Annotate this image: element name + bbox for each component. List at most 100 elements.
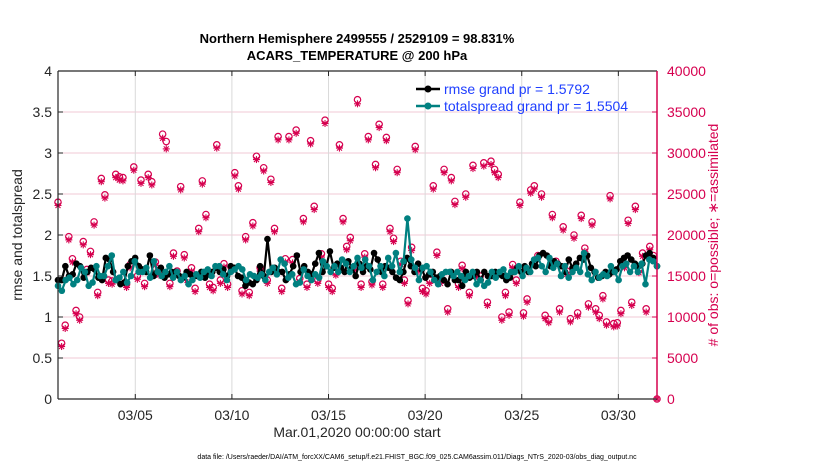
series-rmse-point: [293, 252, 301, 259]
obs-assimilated-point: [133, 275, 141, 283]
series-rmse-point: [341, 268, 348, 276]
obs-assimilated-point: [523, 298, 531, 306]
obs-assimilated-point: [628, 302, 636, 310]
series-totalspread-point: [377, 262, 384, 270]
series-rmse-point: [532, 262, 540, 270]
obs-assimilated-point: [433, 252, 441, 259]
obs-assimilated-point: [310, 206, 318, 214]
series-totalspread-point: [396, 268, 404, 276]
obs-assimilated-point: [599, 295, 607, 303]
chart-title: Northern Hemisphere 2499555 / 2529109 = …: [200, 31, 515, 46]
y-tick-label-right: 15000: [667, 268, 706, 284]
series-totalspread-point: [622, 260, 630, 268]
obs-assimilated-point: [260, 167, 268, 175]
series-totalspread-point: [592, 268, 599, 276]
series-totalspread-point: [131, 257, 139, 265]
series-rmse-point: [352, 272, 359, 280]
series-totalspread-point: [308, 276, 315, 284]
series-totalspread-point: [208, 272, 215, 280]
y-tick-label-right: 0: [667, 391, 675, 407]
series-totalspread-point: [327, 268, 334, 276]
series-rmse-point: [565, 256, 573, 263]
obs-assimilated-point: [400, 279, 408, 287]
y-tick-label-left: 2: [44, 227, 52, 243]
obs-assimilated-point: [440, 169, 448, 177]
series-totalspread-point: [484, 279, 492, 286]
series-totalspread-point: [611, 268, 619, 276]
series-totalspread-point: [519, 272, 526, 280]
obs-assimilated-point: [65, 236, 73, 244]
series-totalspread-point: [100, 272, 108, 280]
obs-assimilated-point: [375, 124, 383, 132]
obs-assimilated-point: [123, 283, 131, 291]
series-totalspread-point: [342, 260, 350, 268]
series-totalspread-point: [373, 268, 380, 276]
series-totalspread-point: [649, 257, 657, 265]
y-tick-label-right: 20000: [667, 227, 706, 243]
series-totalspread-point: [81, 268, 89, 276]
obs-assimilated-point: [548, 214, 556, 222]
legend-totalspread-marker: [424, 102, 432, 110]
series-totalspread-point: [123, 279, 131, 286]
obs-assimilated-point: [249, 222, 257, 230]
obs-assimilated-point: [101, 194, 109, 202]
series-totalspread-point: [258, 271, 265, 278]
chart-subtitle: ACARS_TEMPERATURE @ 200 hPa: [247, 48, 468, 63]
obs-assimilated-point: [519, 312, 527, 320]
obs-assimilated-point: [213, 144, 221, 152]
obs-assimilated-point: [224, 283, 232, 291]
x-tick-label: 03/05: [118, 407, 153, 423]
series-rmse-point: [370, 249, 378, 257]
obs-assimilated-point: [195, 228, 203, 236]
series-totalspread-point: [288, 271, 296, 278]
y-tick-label-right: 10000: [667, 309, 706, 325]
series-rmse-point: [256, 262, 264, 270]
series-totalspread-point: [561, 262, 569, 270]
obs-assimilated-point: [285, 136, 293, 144]
series-rmse-point: [389, 268, 396, 276]
obs-assimilated-point: [144, 174, 152, 182]
obs-assimilated-point: [278, 288, 286, 296]
obs-assimilated-point: [141, 283, 149, 291]
obs-assimilated-point: [321, 119, 329, 127]
series-totalspread-point: [381, 272, 388, 280]
series-totalspread-point: [411, 264, 419, 272]
series-totalspread-point: [146, 274, 154, 281]
series-totalspread-point: [638, 260, 645, 268]
series-totalspread-point: [542, 268, 549, 276]
obs-assimilated-point: [422, 290, 430, 298]
series-totalspread-point: [346, 268, 354, 276]
series-totalspread-point: [269, 264, 277, 272]
obs-assimilated-point: [76, 316, 84, 324]
obs-assimilated-point: [177, 186, 185, 194]
series-totalspread-point: [588, 276, 596, 284]
obs-assimilated-point: [231, 172, 239, 180]
obs-assimilated-point: [447, 177, 455, 185]
obs-assimilated-point: [242, 236, 250, 244]
obs-assimilated-point: [584, 303, 592, 311]
series-totalspread-point: [580, 249, 588, 257]
obs-assimilated-point: [148, 181, 156, 189]
series-totalspread-point: [215, 262, 223, 270]
obs-assimilated-point: [538, 193, 546, 201]
tick-labels: 0 0.5 1 1.5 2 2.5 3 3.5 4 0 5000 10000 15000 20000 250…: [33, 63, 707, 423]
series-totalspread-point: [73, 276, 81, 284]
series-totalspread-point: [642, 280, 649, 288]
obs-assimilated-point: [631, 206, 639, 214]
obs-assimilated-point: [238, 290, 246, 298]
obs-assimilated-point: [530, 185, 538, 193]
series-totalspread-point: [534, 254, 542, 262]
series-totalspread-point: [492, 274, 500, 281]
obs-assimilated-point: [94, 292, 102, 300]
obs-assimilated-point: [595, 315, 603, 323]
obs-assimilated-point: [451, 201, 459, 209]
obs-assimilated-point: [354, 100, 361, 108]
series-totalspread-point: [354, 254, 361, 262]
obs-assimilated-point: [86, 251, 94, 259]
series-rmse-point: [646, 249, 653, 257]
series-totalspread-point: [565, 274, 572, 281]
x-tick-label: 03/30: [601, 407, 636, 423]
series-totalspread-point: [423, 262, 430, 270]
obs-assimilated-point: [483, 302, 491, 310]
obs-assimilated-point: [429, 185, 437, 193]
